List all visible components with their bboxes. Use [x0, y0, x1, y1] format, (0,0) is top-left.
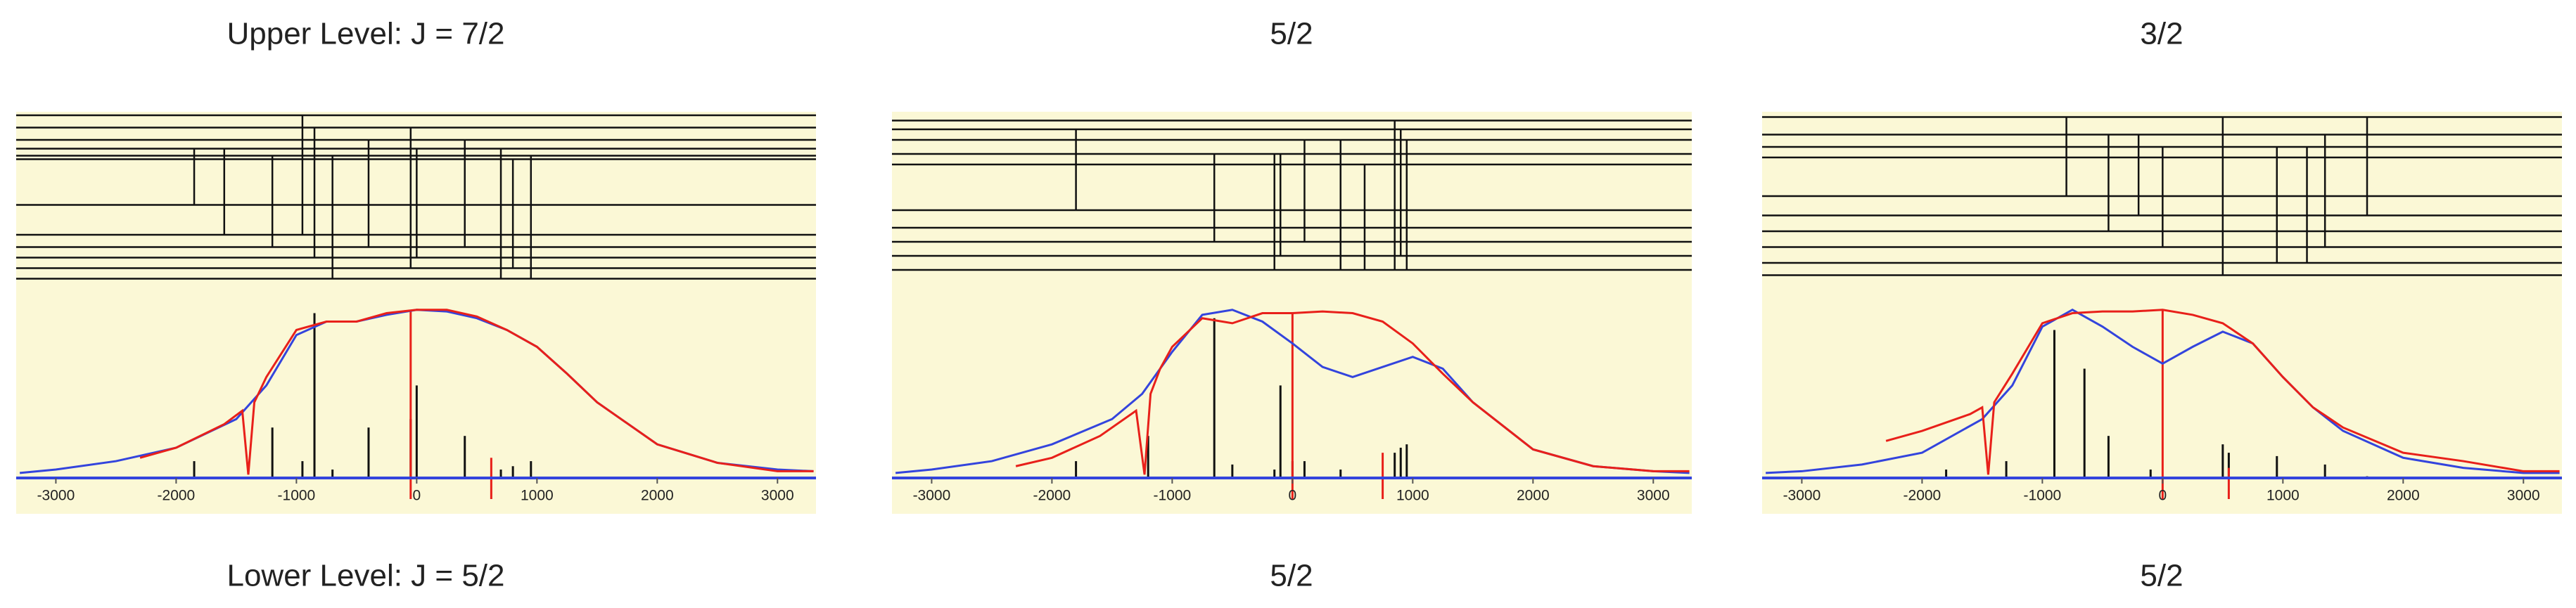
x-tick-label: 1000 — [521, 488, 554, 504]
x-tick-label: 0 — [413, 488, 421, 504]
x-tick-label: -3000 — [1783, 488, 1821, 504]
x-tick-label: 0 — [2159, 488, 2167, 504]
lower-level-label: Lower Level: J = 5/2 — [227, 559, 504, 593]
lower-level-label: 5/2 — [1270, 559, 1313, 593]
x-tick-label: 3000 — [2507, 488, 2540, 504]
x-tick-label: 1000 — [2266, 488, 2300, 504]
x-tick-label: -2000 — [1904, 488, 1941, 504]
upper-level-label: Upper Level: J = 7/2 — [227, 17, 504, 51]
x-tick-label: -3000 — [913, 488, 951, 504]
x-tick-label: -3000 — [37, 488, 75, 504]
x-tick-label: 2000 — [2387, 488, 2420, 504]
x-tick-label: 0 — [1289, 488, 1297, 504]
curve — [1015, 310, 1690, 475]
x-tick-label: -2000 — [158, 488, 196, 504]
curve — [1766, 309, 2560, 474]
upper-level-label: 5/2 — [1270, 17, 1313, 51]
x-tick-label: -1000 — [1154, 488, 1192, 504]
x-tick-label: -1000 — [278, 488, 316, 504]
x-tick-label: 3000 — [761, 488, 794, 504]
x-tick-label: -1000 — [2024, 488, 2062, 504]
curve — [139, 309, 814, 475]
x-tick-label: 3000 — [1637, 488, 1670, 504]
upper-level-label: 3/2 — [2140, 17, 2183, 51]
x-tick-label: 2000 — [1517, 488, 1550, 504]
curve — [1885, 309, 2560, 475]
x-tick-label: 2000 — [641, 488, 674, 504]
x-tick-label: -2000 — [1033, 488, 1071, 504]
lower-level-label: 5/2 — [2140, 559, 2183, 593]
x-tick-label: 1000 — [1396, 488, 1429, 504]
